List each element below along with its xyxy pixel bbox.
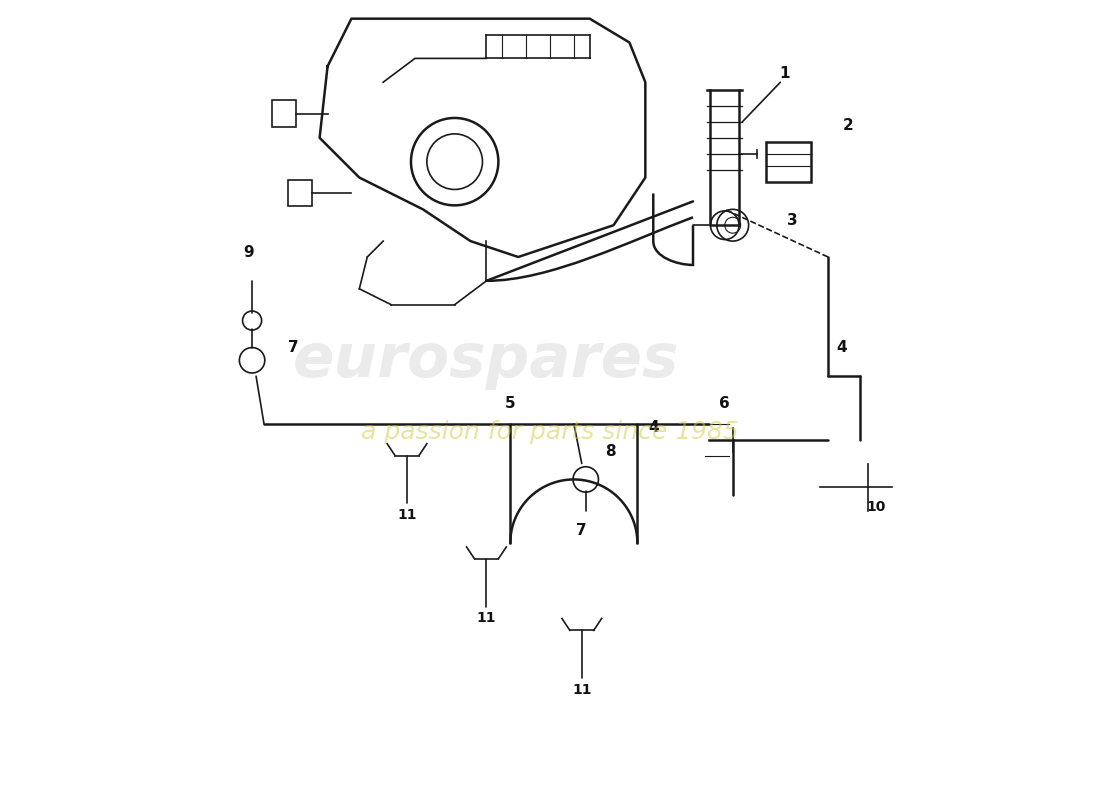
Text: 11: 11	[397, 508, 417, 522]
Text: 8: 8	[606, 444, 616, 458]
Text: a passion for parts since 1985: a passion for parts since 1985	[361, 420, 739, 444]
Text: eurospares: eurospares	[294, 330, 680, 390]
Text: 9: 9	[243, 245, 253, 260]
Text: 11: 11	[476, 611, 496, 626]
Text: 7: 7	[288, 340, 298, 355]
Bar	[288, 180, 311, 206]
Text: 7: 7	[576, 523, 587, 538]
Text: 4: 4	[836, 340, 847, 355]
Text: 1: 1	[779, 66, 790, 82]
Text: 3: 3	[786, 214, 798, 228]
Text: 4: 4	[648, 420, 659, 434]
Text: 2: 2	[843, 118, 854, 133]
Bar	[272, 101, 296, 126]
Text: 11: 11	[572, 683, 592, 697]
Text: 5: 5	[505, 396, 516, 411]
Text: 10: 10	[866, 500, 886, 514]
Text: 6: 6	[719, 396, 730, 411]
Bar	[766, 142, 811, 182]
